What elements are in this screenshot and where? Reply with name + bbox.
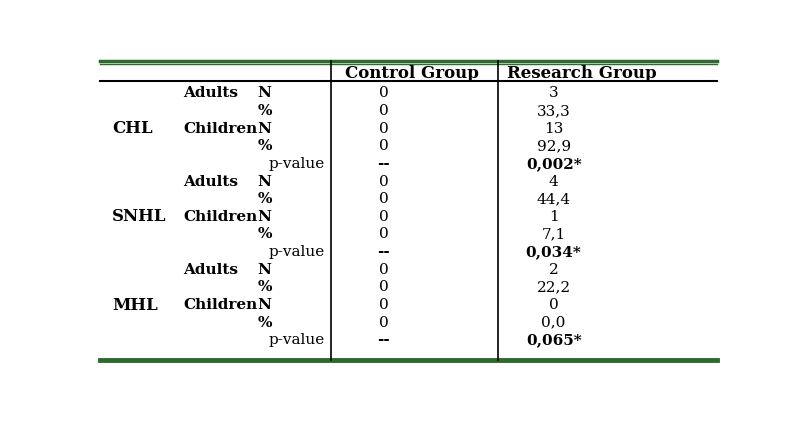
- Text: 0: 0: [379, 298, 389, 312]
- Text: 22,2: 22,2: [536, 280, 571, 294]
- Text: --: --: [378, 245, 390, 259]
- Text: %: %: [257, 280, 272, 294]
- Text: SNHL: SNHL: [112, 208, 167, 225]
- Text: CHL: CHL: [112, 120, 152, 137]
- Text: 0: 0: [379, 86, 389, 101]
- Text: 7,1: 7,1: [541, 227, 566, 242]
- Text: N: N: [257, 175, 271, 189]
- Text: Children: Children: [183, 122, 257, 136]
- Text: 0: 0: [379, 139, 389, 153]
- Text: %: %: [257, 139, 272, 153]
- Text: Adults: Adults: [183, 175, 238, 189]
- Text: 13: 13: [544, 122, 563, 136]
- Text: 0: 0: [379, 227, 389, 242]
- Text: %: %: [257, 192, 272, 206]
- Text: --: --: [378, 333, 390, 347]
- Text: 0: 0: [379, 263, 389, 277]
- Text: p-value: p-value: [269, 245, 325, 259]
- Text: 44,4: 44,4: [536, 192, 571, 206]
- Text: 0,002*: 0,002*: [526, 157, 582, 171]
- Text: Research Group: Research Group: [507, 65, 656, 82]
- Text: Adults: Adults: [183, 263, 238, 277]
- Text: --: --: [378, 157, 390, 171]
- Text: 0: 0: [379, 280, 389, 294]
- Text: Control Group: Control Group: [344, 65, 478, 82]
- Text: 0: 0: [549, 298, 559, 312]
- Text: 0: 0: [379, 104, 389, 118]
- Text: 92,9: 92,9: [536, 139, 571, 153]
- Text: 0: 0: [379, 210, 389, 224]
- Text: N: N: [257, 122, 271, 136]
- Text: p-value: p-value: [269, 157, 325, 171]
- Text: 0: 0: [379, 192, 389, 206]
- Text: Children: Children: [183, 298, 257, 312]
- Text: MHL: MHL: [112, 296, 158, 314]
- Text: N: N: [257, 263, 271, 277]
- Text: 0,065*: 0,065*: [526, 333, 582, 347]
- Text: %: %: [257, 227, 272, 242]
- Text: N: N: [257, 298, 271, 312]
- Text: Adults: Adults: [183, 86, 238, 101]
- Text: 0: 0: [379, 175, 389, 189]
- Text: 0: 0: [379, 122, 389, 136]
- Text: 2: 2: [549, 263, 559, 277]
- Text: 0: 0: [379, 316, 389, 330]
- Text: 0,0: 0,0: [541, 316, 566, 330]
- Text: %: %: [257, 104, 272, 118]
- Text: 1: 1: [549, 210, 559, 224]
- Text: 33,3: 33,3: [536, 104, 571, 118]
- Text: 4: 4: [549, 175, 559, 189]
- Text: Children: Children: [183, 210, 257, 224]
- Text: 0,034*: 0,034*: [526, 245, 582, 259]
- Text: p-value: p-value: [269, 333, 325, 347]
- Text: 3: 3: [549, 86, 559, 101]
- Text: N: N: [257, 210, 271, 224]
- Text: N: N: [257, 86, 271, 101]
- Text: %: %: [257, 316, 272, 330]
